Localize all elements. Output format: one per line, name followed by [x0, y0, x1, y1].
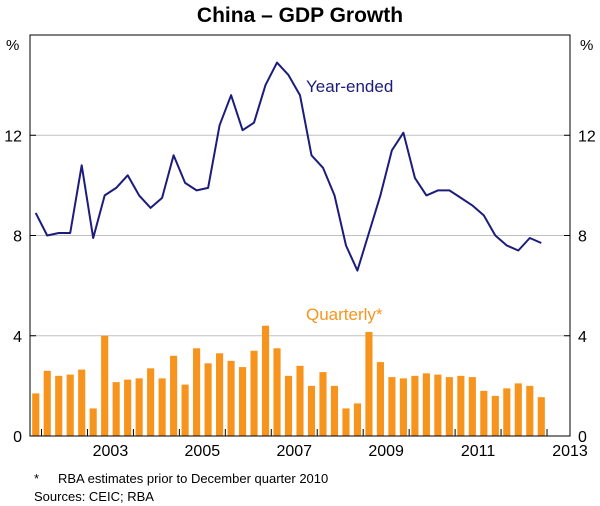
quarterly-bar — [204, 363, 212, 436]
quarterly-bar — [319, 372, 327, 436]
right-y-tick-label: 4 — [578, 329, 587, 346]
quarterly-bar — [468, 377, 476, 436]
quarterly-bar — [89, 408, 97, 436]
quarterly-bar — [273, 348, 281, 436]
quarterly-bar — [353, 403, 362, 436]
quarterly-bar — [422, 373, 430, 436]
quarterly-bar — [101, 335, 109, 436]
left-y-tick-label: 12 — [4, 128, 22, 145]
quarterly-bar — [112, 382, 120, 436]
quarterly-bar — [124, 379, 132, 436]
chart-title: China – GDP Growth — [197, 4, 403, 27]
x-tick-label: 2005 — [185, 443, 221, 460]
quarterly-bar — [135, 378, 143, 436]
quarterly-bar — [43, 370, 51, 436]
quarterly-bar — [537, 397, 545, 436]
quarterly-bar — [434, 374, 442, 436]
quarterly-bar — [503, 388, 511, 436]
quarterly-bar — [445, 377, 453, 436]
quarterly-bar — [227, 360, 235, 436]
quarterly-label: Quarterly* — [306, 305, 383, 324]
quarterly-bar — [261, 325, 270, 436]
quarterly-bar — [147, 368, 155, 436]
x-tick-label: 2011 — [461, 443, 496, 460]
quarterly-bar — [457, 375, 465, 436]
quarterly-bar — [491, 395, 499, 436]
quarterly-bar — [66, 374, 74, 436]
x-tick-label: 2013 — [552, 443, 588, 460]
quarterly-bar — [170, 355, 178, 436]
right-y-tick-label: 0 — [578, 429, 587, 446]
quarterly-bar — [514, 383, 522, 436]
quarterly-bar — [376, 362, 384, 436]
year-ended-label: Year-ended — [306, 77, 393, 96]
quarterly-bar — [216, 353, 224, 436]
quarterly-bar — [284, 375, 293, 436]
quarterly-bar — [181, 384, 189, 436]
year-ended-line — [34, 61, 542, 272]
x-tick-label: 2003 — [93, 443, 129, 460]
quarterly-bar — [330, 385, 339, 436]
quarterly-bar — [158, 378, 166, 436]
x-axis-ticks: 2003 2005 2007 2009 2011 2013 — [40, 429, 588, 460]
gridlines — [30, 134, 570, 337]
left-unit-label: % — [6, 37, 19, 54]
footnote-asterisk: * — [34, 471, 39, 486]
x-tick-label: 2009 — [368, 443, 404, 460]
left-y-tick-label: 0 — [13, 429, 22, 446]
footnote-sources: Sources: CEIC; RBA — [34, 489, 154, 504]
right-y-tick-label: 8 — [578, 229, 587, 246]
quarterly-bar — [250, 350, 258, 436]
quarterly-bar — [55, 375, 63, 436]
quarterly-bar — [399, 378, 407, 436]
right-unit-label: % — [580, 37, 593, 54]
year-ended-series — [34, 61, 542, 272]
quarterly-bar — [32, 393, 40, 436]
quarterly-bar — [307, 385, 316, 436]
right-y-ticks: 0 4 8 12 — [564, 128, 596, 446]
quarterly-bars — [32, 325, 545, 436]
quarterly-bar — [238, 367, 247, 436]
quarterly-bar — [480, 390, 488, 436]
quarterly-bar — [411, 375, 419, 436]
quarterly-bar — [365, 331, 373, 436]
x-tick-label: 2007 — [276, 443, 312, 460]
quarterly-bar — [388, 377, 396, 436]
quarterly-bar — [526, 385, 534, 436]
quarterly-bar — [193, 348, 201, 436]
quarterly-bar — [342, 408, 350, 436]
quarterly-bar — [78, 369, 86, 436]
left-y-ticks: 0 4 8 12 — [4, 128, 36, 446]
left-y-tick-label: 4 — [13, 329, 22, 346]
right-y-tick-label: 12 — [578, 128, 596, 145]
footnote-note: RBA estimates prior to December quarter … — [58, 471, 328, 486]
left-y-tick-label: 8 — [13, 229, 22, 246]
quarterly-bar — [296, 365, 304, 436]
